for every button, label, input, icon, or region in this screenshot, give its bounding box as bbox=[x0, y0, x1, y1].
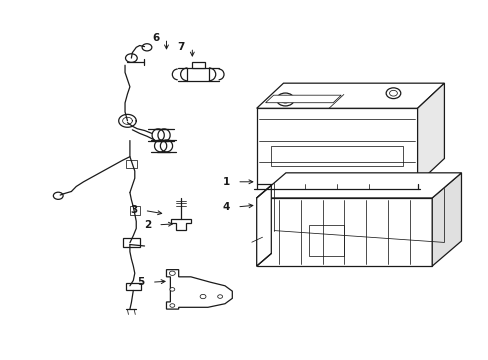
Text: 2: 2 bbox=[143, 220, 151, 230]
Text: 3: 3 bbox=[130, 206, 137, 216]
Polygon shape bbox=[166, 270, 232, 309]
Bar bbox=[126, 283, 141, 291]
Circle shape bbox=[53, 192, 63, 199]
Bar bbox=[309, 225, 344, 256]
Polygon shape bbox=[265, 95, 341, 103]
Polygon shape bbox=[256, 198, 431, 266]
Polygon shape bbox=[256, 185, 271, 266]
Text: 5: 5 bbox=[137, 277, 144, 287]
Circle shape bbox=[169, 288, 174, 291]
Bar bbox=[126, 159, 137, 168]
Circle shape bbox=[386, 88, 400, 99]
Polygon shape bbox=[256, 173, 461, 198]
Bar bbox=[122, 238, 140, 247]
Circle shape bbox=[142, 44, 152, 51]
Circle shape bbox=[217, 295, 222, 298]
Circle shape bbox=[169, 271, 175, 275]
Circle shape bbox=[200, 294, 205, 299]
Circle shape bbox=[125, 54, 137, 62]
Text: 7: 7 bbox=[177, 42, 184, 52]
Polygon shape bbox=[431, 173, 461, 266]
Circle shape bbox=[276, 93, 294, 106]
Text: 6: 6 bbox=[152, 33, 159, 43]
Bar bbox=[271, 146, 402, 166]
Circle shape bbox=[169, 304, 174, 307]
Text: 4: 4 bbox=[222, 202, 229, 212]
Bar bbox=[187, 68, 208, 81]
Text: 1: 1 bbox=[222, 177, 229, 187]
Polygon shape bbox=[256, 83, 444, 108]
Circle shape bbox=[280, 96, 290, 103]
Bar bbox=[191, 62, 204, 68]
Polygon shape bbox=[171, 220, 190, 230]
Polygon shape bbox=[417, 83, 444, 184]
Circle shape bbox=[389, 90, 397, 96]
Polygon shape bbox=[256, 108, 417, 184]
Bar bbox=[130, 206, 140, 215]
